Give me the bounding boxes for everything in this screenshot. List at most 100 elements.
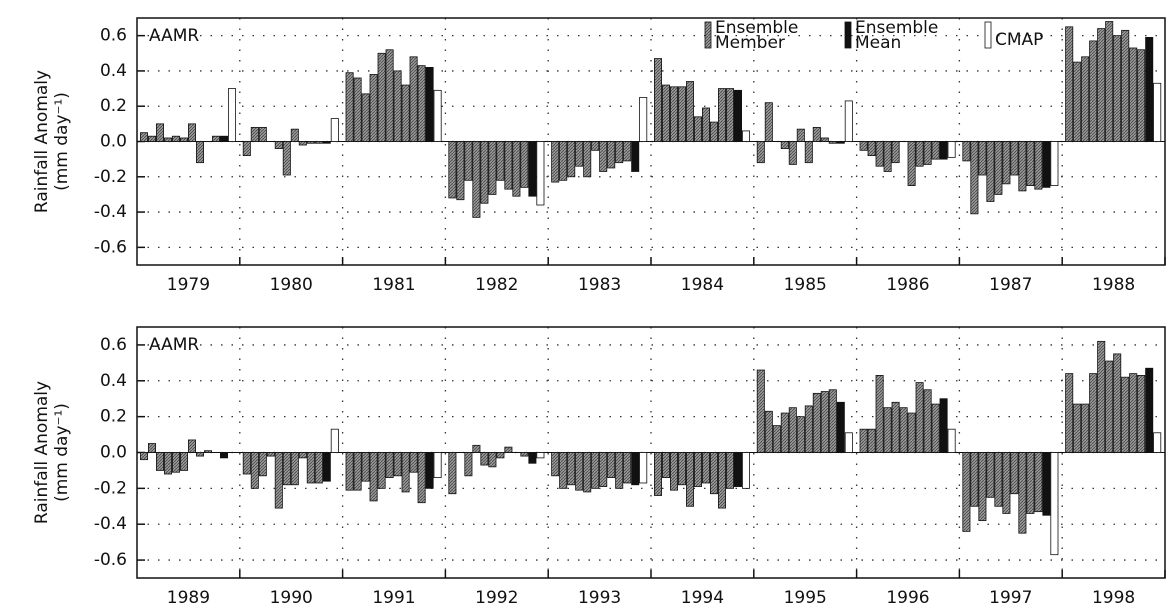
bar [187, 123, 196, 142]
bar [891, 401, 900, 453]
bar [361, 452, 370, 482]
bar [1145, 37, 1154, 142]
bar [290, 128, 299, 142]
bar [147, 135, 156, 142]
bar [393, 452, 402, 477]
bar [947, 141, 956, 158]
bar [520, 141, 529, 188]
bar [322, 141, 331, 144]
bar [139, 452, 148, 461]
bar [417, 452, 426, 504]
bar [694, 452, 703, 487]
bar [718, 452, 727, 509]
bar [1121, 29, 1130, 142]
bar [258, 452, 267, 477]
bar [536, 452, 545, 459]
y-tick-label: -0.2 [94, 167, 127, 187]
bar [274, 141, 283, 149]
bar [591, 452, 600, 489]
plot-frame [136, 326, 1166, 579]
x-tick-label: 1983 [578, 275, 621, 295]
bar [345, 72, 354, 142]
bar [155, 123, 164, 142]
bar [401, 84, 410, 142]
bar [250, 452, 259, 489]
bar [448, 141, 457, 199]
x-tick-label: 1994 [681, 588, 724, 608]
bar [219, 452, 228, 459]
bar [662, 84, 671, 142]
bar [631, 452, 640, 486]
bar [820, 391, 829, 453]
bar [488, 141, 497, 195]
bar [242, 141, 251, 157]
bar [1002, 141, 1011, 185]
bar [504, 141, 513, 190]
bar [639, 96, 648, 142]
bar [456, 141, 465, 201]
bar [559, 452, 568, 489]
legend-label: Ensemble Member [715, 18, 798, 53]
bar [1002, 452, 1011, 514]
bar [654, 452, 663, 496]
bar [804, 405, 813, 453]
bar [726, 452, 735, 489]
bar [377, 52, 386, 142]
bar [139, 132, 148, 142]
bar [970, 452, 979, 507]
bar [764, 102, 773, 142]
bar [1010, 452, 1019, 495]
y-tick-label: -0.4 [94, 202, 127, 222]
bar [290, 452, 299, 486]
legend-swatch [844, 21, 852, 49]
bar [670, 86, 679, 142]
bar [266, 452, 275, 457]
bar [796, 128, 805, 142]
bar [883, 407, 892, 453]
bar [844, 100, 853, 142]
bar [504, 446, 513, 453]
bar [369, 452, 378, 502]
x-tick-label: 1991 [372, 588, 415, 608]
y-axis-label-line: Rainfall Anomaly [32, 70, 52, 213]
bar [369, 74, 378, 142]
bar [1026, 452, 1035, 514]
bar [726, 88, 735, 142]
bar [607, 452, 616, 479]
bar [836, 141, 845, 144]
bar [163, 137, 172, 142]
bar [623, 141, 632, 162]
bar [1129, 47, 1138, 142]
bar [670, 452, 679, 491]
bar [756, 369, 765, 453]
bar [859, 141, 868, 151]
bar [250, 126, 259, 142]
bar [702, 107, 711, 142]
bar [1137, 375, 1146, 453]
bar [575, 141, 584, 167]
bar [702, 452, 711, 484]
bar [1129, 373, 1138, 453]
bar [907, 141, 916, 187]
bar [298, 141, 307, 146]
bar [179, 137, 188, 142]
bar [425, 67, 434, 142]
x-tick-label: 1982 [475, 275, 518, 295]
bar [147, 443, 156, 453]
bar [472, 141, 481, 218]
bar [258, 126, 267, 142]
bar [812, 392, 821, 453]
bar [1105, 21, 1114, 142]
bar [472, 444, 481, 453]
bar [970, 141, 979, 215]
x-tick-label: 1996 [886, 588, 929, 608]
bar [686, 81, 695, 142]
x-tick-label: 1995 [784, 588, 827, 608]
bar [1065, 373, 1074, 453]
bar [171, 135, 180, 142]
legend-label: CMAP [995, 30, 1043, 50]
bar [1034, 141, 1043, 190]
bar [480, 141, 489, 204]
bar [962, 452, 971, 532]
